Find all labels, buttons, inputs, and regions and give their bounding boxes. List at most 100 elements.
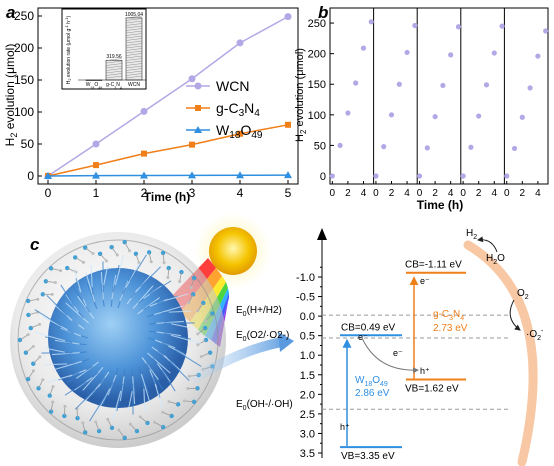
lattice-bond <box>75 257 84 263</box>
lattice-bond <box>51 267 61 272</box>
inset-bar-hatch <box>105 70 123 74</box>
lattice-bond <box>95 421 100 432</box>
lattice-atom <box>166 265 171 271</box>
nanowire-strand <box>168 345 194 360</box>
lattice-bond <box>76 408 78 419</box>
lattice-bond <box>111 246 118 256</box>
gcn-material-label: g-C3N4 <box>433 309 464 322</box>
nanowire-strand <box>149 280 172 295</box>
nanowire-strand <box>163 355 183 373</box>
panel-b-x-tick-label: 4 <box>535 188 541 199</box>
inset-bar-hatch <box>125 38 143 41</box>
lattice-bond <box>19 334 29 341</box>
inset-bar-hatch <box>125 20 143 24</box>
panel-b-point <box>504 173 510 179</box>
panel-a-y-tick-label: 50 <box>21 137 35 151</box>
lattice-atom <box>196 332 200 336</box>
panel-b-x-tick-label: 4 <box>361 188 367 199</box>
lattice-atom <box>187 374 191 378</box>
nanowire-strand <box>168 360 190 381</box>
legend-marker-wcn <box>194 82 202 90</box>
legend-label-0: WCN <box>216 78 249 94</box>
panel-a-series-line-1 <box>47 124 289 177</box>
panel-b-point <box>388 112 395 118</box>
nanowire-strand <box>103 265 109 285</box>
panel-c-diagram: c -1.0-0.50.00.51.01.52.02.53.03 <box>10 213 544 466</box>
nanowire-strand <box>127 391 133 411</box>
panel-b-point <box>337 142 343 149</box>
lattice-bond <box>82 422 86 433</box>
panel-b-point <box>535 53 541 59</box>
nanowire-strand <box>154 383 163 409</box>
inset-bar-hatch <box>125 50 143 54</box>
panel-b-x-tick-label: 0 <box>460 188 466 199</box>
panel-b-point <box>412 22 418 29</box>
panel-b-chart: b H2 evolution (μmol) Time (h) 0 50 100 150… <box>294 3 549 212</box>
transfer-arrow <box>191 337 287 383</box>
lattice-atom <box>161 410 165 414</box>
nanowire-strand <box>42 316 68 331</box>
lattice-atom <box>106 417 110 421</box>
panel-label-a: a <box>6 3 15 22</box>
lattice-atom <box>81 260 85 264</box>
nanowire-strand <box>77 296 95 319</box>
panel-a-point-gcn <box>237 130 243 137</box>
lattice-atom <box>81 421 85 425</box>
nanowire-strand <box>143 388 146 412</box>
lattice-atom <box>189 285 193 289</box>
nanowire-strand <box>65 302 89 324</box>
lattice-bond <box>124 242 130 251</box>
panel-b-point <box>491 50 497 56</box>
potential-label-1: E0(O2/·O2-) <box>236 330 289 343</box>
panel-b-point <box>373 173 379 179</box>
lattice-bond <box>107 419 113 428</box>
panel-a-x-tick-label: 2 <box>141 186 148 200</box>
panel-b-point <box>476 113 482 119</box>
w18o49-vb-label: VB=3.35 eV <box>341 451 395 462</box>
panel-a-x-tick-label: 3 <box>189 186 196 200</box>
nanowire-strand <box>153 305 184 316</box>
nanowire-strand <box>143 292 170 311</box>
panel-a-legend: WCN g-C3N4 W18O49 <box>186 78 263 141</box>
nanowire-strand <box>141 357 159 380</box>
nanowire-strand <box>60 284 75 307</box>
lattice-bond <box>168 401 179 405</box>
legend-label-1: g-C3N4 <box>216 100 260 119</box>
lattice-atom <box>94 420 98 424</box>
legend-marker-gcn <box>195 105 201 111</box>
inset-bar-value-label: 1005.04 <box>125 12 143 18</box>
inset-bar-hatch <box>125 65 143 69</box>
nanowire-strand <box>140 266 161 288</box>
inset-bar-hatch <box>125 25 143 29</box>
lattice-atom <box>162 261 166 265</box>
panel-a-point-gcn <box>141 150 147 157</box>
nanowire-strand <box>100 272 104 300</box>
nanowire-strand <box>116 383 124 412</box>
nanowire-strand <box>132 285 154 309</box>
nanowire-strand <box>132 376 136 404</box>
panel-a-x-tick-label: 0 <box>45 186 52 200</box>
inset-y-axis-label: H2 evolution rate (μmol g-1 h-1) <box>64 15 72 84</box>
lattice-bond <box>129 423 138 432</box>
panel-b-x-tick-label: 2 <box>520 188 526 199</box>
lattice-bond <box>27 370 34 380</box>
nanowire-strand <box>146 306 174 318</box>
nanowire-strand <box>129 254 147 282</box>
lattice-atom <box>96 428 102 434</box>
lattice-bond <box>118 429 126 439</box>
nanowire-strand <box>112 264 120 293</box>
panel-a-point-wcn <box>236 39 244 47</box>
w18o49-hole-label: h⁺ <box>340 422 350 432</box>
nanowire-strand <box>137 297 160 315</box>
nanowire-strand <box>174 349 202 367</box>
nanowire-strand <box>163 332 192 340</box>
panel-b-x-tick-label: 0 <box>330 188 336 199</box>
legend-marker-w18o49 <box>194 126 202 133</box>
panel-a-point-w18o49 <box>140 171 148 179</box>
lattice-bond <box>197 302 204 312</box>
nanowire-strand <box>111 390 122 421</box>
nanowire-strand <box>66 365 93 384</box>
panel-a-y-tick-label: 0 <box>27 169 34 183</box>
panel-a-point-gcn <box>189 141 195 148</box>
